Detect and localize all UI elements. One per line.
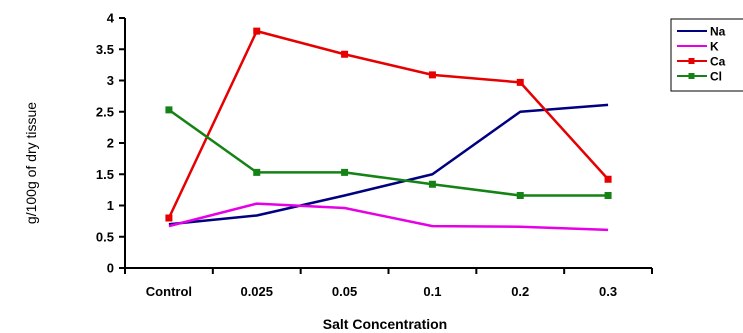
x-tick-label: 0.1 — [423, 284, 441, 299]
legend-label-ca: Ca — [710, 55, 726, 69]
data-point-ca — [341, 50, 349, 58]
legend-marker-cl — [688, 73, 695, 79]
y-tick-label: 4 — [107, 11, 115, 26]
y-tick-label: 0 — [107, 261, 114, 276]
y-tick-label: 2.5 — [96, 104, 114, 119]
data-point-cl — [165, 106, 173, 114]
legend-box — [670, 18, 743, 92]
data-point-cl — [341, 168, 349, 176]
x-tick-label: 0.025 — [240, 284, 273, 299]
legend-marker-ca — [688, 58, 695, 64]
data-point-cl — [604, 192, 612, 199]
x-tick-label: 0.2 — [511, 284, 529, 299]
series-line-na — [168, 103, 609, 226]
data-point-ca — [165, 214, 173, 222]
data-point-cl — [253, 168, 261, 176]
x-tick-label: Control — [146, 284, 192, 299]
series-line-cl — [168, 108, 609, 197]
data-point-ca — [604, 175, 612, 183]
series-line-ca — [167, 29, 610, 219]
series-layer — [165, 27, 612, 232]
x-ticks: Control 0.025 0.05 0.1 0.2 0.3 — [124, 268, 653, 299]
data-point-cl — [516, 192, 524, 199]
y-ticks: 0 0.5 1 1.5 2 2.5 3 3.5 4 — [96, 11, 125, 276]
y-tick-label: 3.5 — [96, 42, 114, 57]
legend-label-cl: Cl — [710, 70, 722, 84]
legend-label-k: K — [710, 40, 719, 54]
y-tick-label: 1.5 — [96, 167, 114, 182]
y-tick-label: 3 — [107, 73, 114, 88]
y-tick-label: 0.5 — [96, 229, 114, 244]
data-point-ca — [516, 78, 524, 86]
data-point-ca — [428, 71, 436, 79]
y-axis-title: g/100g of dry tissue — [23, 102, 39, 224]
x-axis-title: Salt Concentration — [323, 316, 447, 332]
x-tick-label: 0.3 — [599, 284, 617, 299]
series-line-k — [168, 202, 609, 232]
data-point-cl — [428, 180, 436, 188]
data-point-ca — [253, 27, 261, 35]
x-tick-label: 0.05 — [332, 284, 357, 299]
legend-label-na: Na — [710, 25, 726, 39]
y-tick-label: 2 — [107, 136, 114, 151]
y-tick-label: 1 — [107, 198, 114, 213]
